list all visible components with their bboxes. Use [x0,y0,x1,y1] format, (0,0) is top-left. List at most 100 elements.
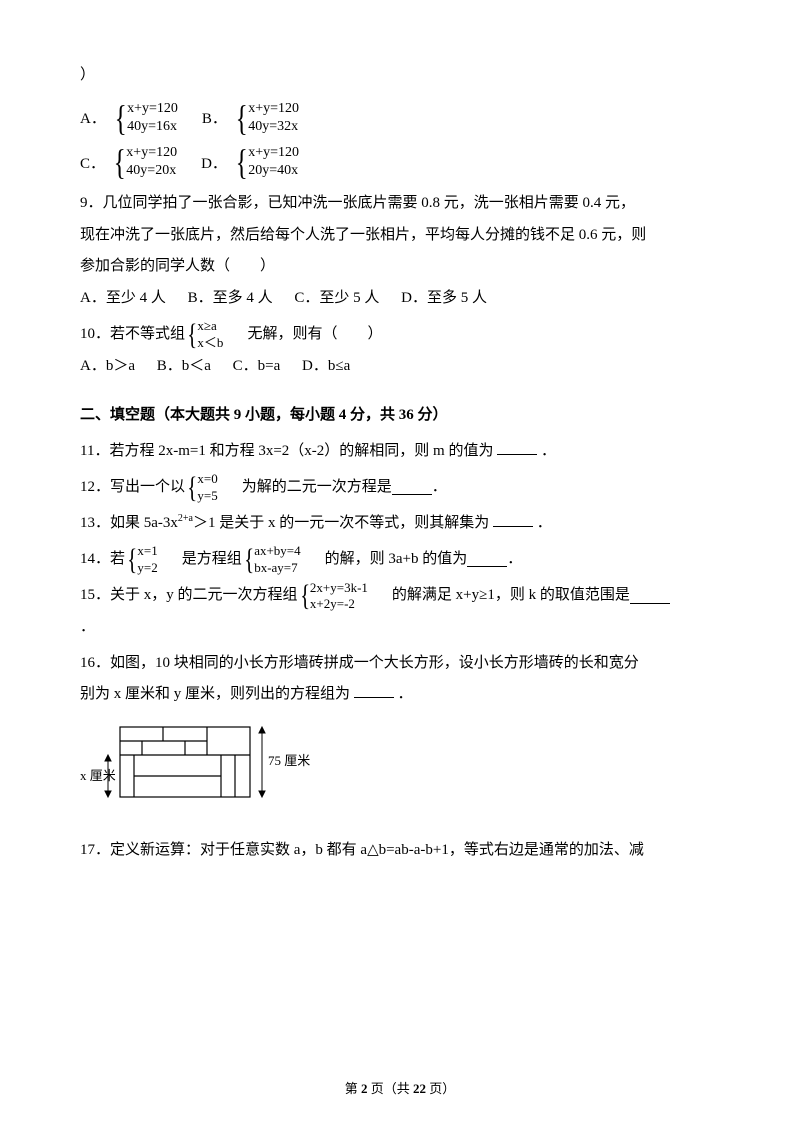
question-10: 10．若不等式组 { x≥a x＜b 无解，则有（ ） A．b＞a B．b＜a … [80,318,720,382]
q9-C: C．至少 5 人 [294,290,379,306]
q8-C-label: C． [80,149,105,181]
q8-B-label: B． [202,104,227,136]
q8-C-eq1: x+y=120 [126,144,177,162]
q8-C-eq2: 40y=20x [126,162,177,180]
q9-options: A．至少 4 人 B．至多 4 人 C．至少 5 人 D．至多 5 人 [80,283,720,315]
q9-line1: 9．几位同学拍了一张合影，已知冲洗一张底片需要 0.8 元，洗一张相片需要 0.… [80,188,720,220]
q8-B-eq1: x+y=120 [248,100,299,118]
q8-C-system: { x+y=120 40y=20x [111,144,177,180]
question-14: 14．若 { x=1 y=2 是方程组 { ax+by=4 bx-ay=7 的解… [80,543,522,576]
q16-figure: x 厘米 75 厘米 [80,717,720,830]
q9-line3: 参加合影的同学人数（ ） [80,251,720,283]
q9-line2: 现在冲洗了一张底片，然后给每个人洗了一张相片，平均每人分摊的钱不足 0.6 元，… [80,220,720,252]
q8-options-row2: C． { x+y=120 40y=20x D． { x+y=120 20y=40… [80,144,720,180]
q8-D-eq1: x+y=120 [248,144,299,162]
q13-period: ． [537,515,552,531]
q8-A-eq2: 40y=16x [127,118,178,136]
footer-mid: 页（共 [367,1081,413,1096]
question-11: 11．若方程 2x-m=1 和方程 3x=2（x-2）的解相同，则 m 的值为 … [80,436,720,468]
brace-icon: { [236,100,248,136]
q10-options: A．b＞a B．b＜a C．b=a D．b≤a [80,351,720,383]
q10-C: C．b=a [233,358,281,374]
footer-post: 页） [426,1081,455,1096]
brace-icon: { [187,320,197,350]
q10-pre: 10．若不等式组 [80,319,185,351]
q16-period: ． [398,686,413,702]
blank-field[interactable] [497,440,537,455]
question-17: 17．定义新运算：对于任意实数 a，b 都有 a△b=ab-a-b+1，等式右边… [80,835,720,867]
question-12: 12．写出一个以 { x=0 y=5 为解的二元一次方程是 ． [80,471,447,504]
blank-field[interactable] [630,589,670,604]
question-15: 15．关于 x，y 的二元一次方程组 { 2x+y=3k-1 x+2y=-2 的… [80,580,670,613]
q14-period: ． [507,544,522,576]
q16-label-x: x 厘米 [80,768,116,783]
q8-B-system: { x+y=120 40y=32x [233,100,299,136]
q10-eq2: x＜b [197,335,223,351]
q8-D-label: D． [201,149,227,181]
q16-line2: 别为 x 厘米和 y 厘米，则列出的方程组为 [80,686,350,702]
q8-D-system: { x+y=120 20y=40x [233,144,299,180]
q15-system: { 2x+y=3k-1 x+2y=-2 [298,580,368,613]
q14-eq2b: bx-ay=7 [254,560,300,576]
blank-field[interactable] [392,480,432,495]
q10-D: D．b≤a [302,358,350,374]
paren: ） [80,67,95,83]
q9-A: A．至少 4 人 [80,290,166,306]
question-13: 13．如果 5a-3x2+a＞1 是关于 x 的一元一次不等式，则其解集为 ． [80,508,720,540]
section-2-title: 二、填空题（本大题共 9 小题，每小题 4 分，共 36 分） [80,400,720,432]
q10-eq1: x≥a [197,318,223,334]
q12-post: 为解的二元一次方程是 [242,472,392,504]
q10-post: 无解，则有（ ） [247,319,382,351]
blank-field[interactable] [467,552,507,567]
q14-pre: 14．若 [80,544,125,576]
q14-eq1b: y=2 [137,560,157,576]
q14-mid: 是方程组 [182,544,242,576]
q12-eq1: x=0 [197,471,217,487]
q15-period: ． [80,612,720,644]
q8-D-eq2: 20y=40x [248,162,299,180]
q12-eq2: y=5 [197,488,217,504]
brace-icon: { [114,144,126,180]
blank-field[interactable] [493,512,533,527]
brick-diagram-icon: x 厘米 75 厘米 [80,717,320,817]
brace-icon: { [236,144,248,180]
question-16: 16．如图，10 块相同的小长方形墙砖拼成一个大长方形，设小长方形墙砖的长和宽分… [80,648,720,830]
q13-mid: ＞1 是关于 x 的一元一次不等式，则其解集为 [193,515,489,531]
q15-post: 的解满足 x+y≥1，则 k 的取值范围是 [392,580,630,612]
q8-B-eq2: 40y=32x [248,118,299,136]
q13-sup: 2+a [178,513,193,524]
q14-system1: { x=1 y=2 [125,543,158,576]
q12-system: { x=0 y=5 [185,471,218,504]
page-footer: 第 2 页（共 22 页） [0,1075,800,1102]
q10-B: B．b＜a [157,358,211,374]
q10-system: { x≥a x＜b [185,318,223,351]
question-9: 9．几位同学拍了一张合影，已知冲洗一张底片需要 0.8 元，洗一张相片需要 0.… [80,188,720,314]
brace-icon: { [187,473,197,503]
q16-line1: 16．如图，10 块相同的小长方形墙砖拼成一个大长方形，设小长方形墙砖的长和宽分 [80,648,720,680]
q14-post: 的解，则 3a+b 的值为 [325,544,468,576]
q12-period: ． [432,472,447,504]
q11-text: 11．若方程 2x-m=1 和方程 3x=2（x-2）的解相同，则 m 的值为 [80,443,493,459]
brace-icon: { [300,581,310,611]
question-continuation: ） [80,60,720,92]
q16-label-75: 75 厘米 [268,753,310,768]
q8-A-eq1: x+y=120 [127,100,178,118]
q10-A: A．b＞a [80,358,135,374]
q9-B: B．至多 4 人 [188,290,273,306]
brace-icon: { [244,545,254,575]
blank-field[interactable] [354,683,394,698]
q14-system2: { ax+by=4 bx-ay=7 [242,543,301,576]
footer-total: 22 [413,1081,426,1096]
q8-A-system: { x+y=120 40y=16x [112,100,178,136]
q11-period: ． [541,443,556,459]
q12-pre: 12．写出一个以 [80,472,185,504]
q15-eq2: x+2y=-2 [310,596,368,612]
brace-icon: { [114,100,126,136]
footer-pre: 第 [345,1081,361,1096]
q14-eq2a: ax+by=4 [254,543,300,559]
q14-eq1a: x=1 [137,543,157,559]
q13-pre: 13．如果 5a-3x [80,515,178,531]
q15-pre: 15．关于 x，y 的二元一次方程组 [80,580,298,612]
q9-D: D．至多 5 人 [401,290,487,306]
q15-eq1: 2x+y=3k-1 [310,580,368,596]
